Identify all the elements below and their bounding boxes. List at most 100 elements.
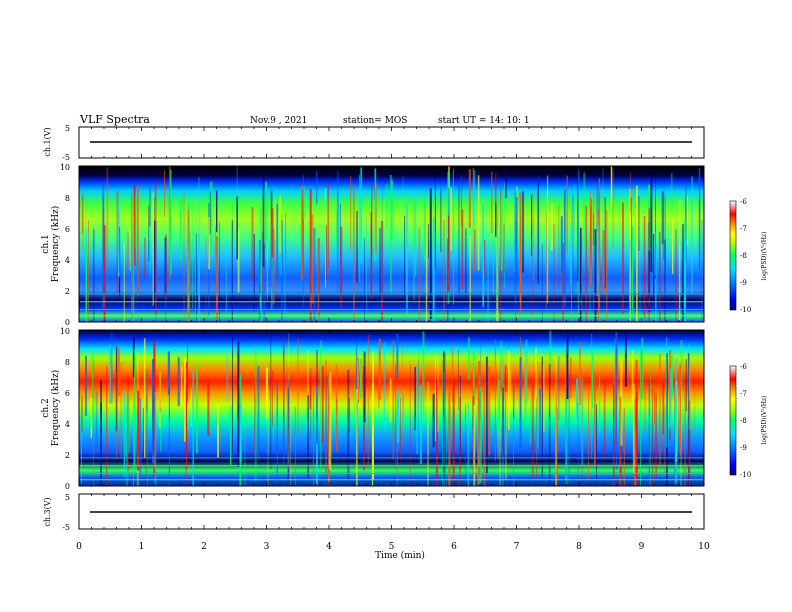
spectrogram-streak [573, 184, 575, 239]
spectrogram-streak [325, 188, 326, 288]
spectrogram-streak [570, 357, 572, 398]
spectrogram-streak [485, 357, 487, 486]
spectrogram-streak [239, 405, 242, 462]
ch2-cbar-tick-8: -8 [740, 417, 747, 425]
spectrogram-streak [187, 209, 190, 322]
spectrogram-streak [279, 195, 282, 254]
spectrogram-streak [593, 372, 596, 466]
spectrogram-streak [123, 242, 125, 322]
spectrogram-streak [164, 237, 167, 297]
spectrogram-streak [309, 376, 312, 410]
spectrogram-streak [396, 334, 399, 378]
spectrogram-streak [613, 384, 615, 486]
spectrogram-streak [316, 350, 318, 444]
spectrogram-streak [92, 353, 94, 418]
ch1-spectrogram-streaks [80, 166, 703, 322]
spectrogram-streak [280, 212, 282, 276]
spectrogram-streak [198, 176, 200, 301]
spectrogram-streak [664, 403, 666, 474]
spectrogram-streak [593, 183, 595, 313]
spectrogram-streak [363, 351, 366, 422]
ch1-freq-tick-8: 8 [65, 194, 70, 203]
spectrogram-streak [597, 180, 600, 217]
spectrogram-streak [116, 191, 119, 297]
ch1-freq-tick-6: 6 [65, 225, 70, 234]
ch1-freq-tick-4: 4 [65, 256, 70, 265]
spectrogram-streak [670, 172, 673, 211]
spectrogram-streak [434, 177, 436, 271]
spectrogram-streak [500, 187, 502, 322]
spectrogram-streak [325, 375, 328, 486]
ch2-colorbar [729, 365, 737, 476]
spectrogram-streak [195, 203, 197, 322]
spectrogram-streak [691, 176, 693, 295]
spectrogram-streak [177, 357, 180, 406]
x-tick-7: 7 [514, 542, 520, 552]
spectrogram-streak [230, 405, 232, 465]
spectrogram-streak [159, 372, 161, 428]
spectrogram-streak [135, 194, 137, 249]
spectrogram-streak [290, 390, 292, 486]
spectrogram-streak [152, 359, 154, 464]
spectrogram-streak [350, 176, 352, 250]
spectrogram-streak [93, 228, 95, 322]
spectrogram-streak [283, 336, 285, 439]
spectrogram-streak [505, 392, 507, 481]
spectrogram-streak [513, 385, 515, 419]
spectrogram-streak [325, 360, 327, 472]
spectrogram-streak [591, 333, 593, 459]
spectrogram-streak [602, 168, 604, 239]
spectrogram-streak [357, 346, 359, 401]
spectrogram-streak [139, 398, 142, 486]
spectrogram-streak [307, 395, 310, 479]
ch1-wave-tick-5: 5 [65, 124, 70, 133]
spectrogram-streak [261, 231, 263, 293]
spectrogram-streak [337, 186, 340, 235]
spectrogram-streak [132, 337, 135, 378]
spectrogram-streak [429, 188, 432, 319]
spectrogram-streak [336, 397, 338, 452]
spectrogram-streak [244, 407, 246, 486]
spectrogram-streak [109, 344, 111, 404]
spectrogram-streak [209, 191, 211, 235]
spectrogram-streak [636, 185, 638, 322]
spectrogram-streak [442, 351, 445, 486]
spectrogram-streak [655, 175, 656, 279]
spectrogram-streak [472, 349, 475, 397]
spectrogram-streak [531, 384, 534, 478]
spectrogram-streak [641, 338, 642, 398]
spectrogram-streak [591, 349, 594, 409]
spectrogram-streak [572, 194, 574, 298]
spectrogram-streak [301, 185, 304, 281]
spectrogram-streak [629, 172, 632, 213]
spectrogram-streak [648, 380, 650, 486]
spectrogram-streak [257, 366, 260, 458]
spectrogram-streak [262, 169, 265, 267]
spectrogram-streak [589, 198, 592, 286]
spectrogram-streak [666, 337, 668, 448]
spectrogram-streak [266, 216, 268, 302]
spectrogram-streak [153, 340, 156, 478]
spectrogram-streak [648, 208, 650, 322]
spectrogram-streak [167, 351, 170, 395]
spectrogram-streak [525, 342, 527, 414]
spectrogram-streak [519, 357, 522, 449]
spectrogram-streak [689, 368, 691, 430]
spectrogram-streak [328, 372, 330, 486]
spectrogram-streak [129, 225, 131, 271]
spectrogram-streak [458, 349, 459, 411]
spectrogram-streak [276, 203, 278, 280]
spectrogram-streak [549, 330, 552, 371]
spectrogram-streak [378, 374, 380, 409]
ch1-spectrogram-panel: 0 2 4 6 8 10 ch.1 Frequency (kHz) -6 -7 … [41, 163, 768, 327]
spectrogram-streak [120, 362, 123, 458]
spectrogram-streak [442, 360, 444, 486]
spectrogram-streak [210, 181, 213, 254]
spectrogram-streak [669, 368, 672, 428]
spectrogram-streak [566, 334, 569, 400]
spectrogram-streak [196, 364, 199, 453]
spectrogram-streak [650, 367, 651, 486]
spectrogram-streak [487, 243, 489, 322]
spectrogram-streak [160, 407, 162, 452]
spectrogram-streak [515, 220, 516, 322]
